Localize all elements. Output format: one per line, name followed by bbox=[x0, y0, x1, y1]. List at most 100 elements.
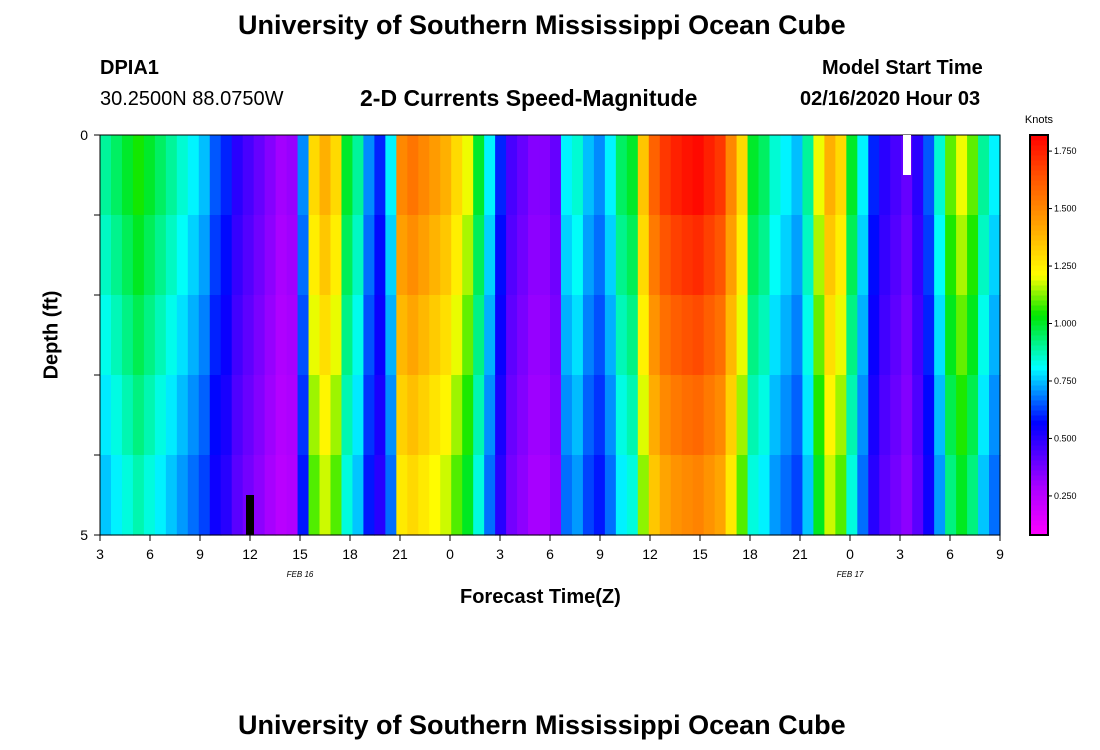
heatmap-cell bbox=[231, 215, 244, 296]
heatmap-cell bbox=[539, 135, 551, 216]
heatmap-cell bbox=[132, 375, 145, 456]
heatmap-cell bbox=[780, 295, 793, 376]
heatmap-cell bbox=[681, 215, 694, 296]
heatmap-cell bbox=[517, 375, 529, 456]
colorbar-swatch bbox=[1030, 225, 1048, 231]
heatmap-cell bbox=[286, 215, 299, 296]
heatmap-cell bbox=[209, 375, 222, 456]
heatmap-cell bbox=[143, 135, 156, 216]
heatmap-cell bbox=[187, 135, 200, 216]
heatmap-cell bbox=[857, 135, 869, 216]
heatmap-cell bbox=[286, 295, 299, 376]
heatmap-cell bbox=[802, 455, 815, 536]
heatmap-cell bbox=[604, 455, 617, 536]
heatmap-cell bbox=[308, 375, 321, 456]
colorbar-swatch bbox=[1030, 215, 1048, 221]
heatmap-cell bbox=[736, 455, 749, 536]
heatmap-cell bbox=[912, 295, 924, 376]
heatmap-cell bbox=[517, 295, 529, 376]
heatmap-cell bbox=[319, 295, 332, 376]
heatmap-cell bbox=[670, 135, 683, 216]
heatmap-cell bbox=[110, 375, 123, 456]
heatmap-cell bbox=[275, 215, 288, 296]
heatmap-cell bbox=[637, 135, 650, 216]
heatmap-cell bbox=[791, 135, 804, 216]
heatmap-cell bbox=[352, 375, 365, 456]
heatmap-cell bbox=[670, 295, 683, 376]
heatmap-cell bbox=[956, 295, 968, 376]
heatmap-cell bbox=[231, 455, 244, 536]
heatmap-cell bbox=[989, 375, 1001, 456]
colorbar-swatch bbox=[1030, 485, 1048, 491]
colorbar-frame bbox=[1029, 134, 1049, 536]
heatmap-cell bbox=[154, 215, 167, 296]
colorbar-swatch bbox=[1030, 430, 1048, 436]
heatmap-cell bbox=[352, 215, 365, 296]
heatmap-cell bbox=[681, 455, 694, 536]
heatmap-cell bbox=[945, 215, 957, 296]
heatmap-cell bbox=[725, 375, 738, 456]
heatmap-cell bbox=[462, 455, 474, 536]
heatmap-cell bbox=[319, 455, 332, 536]
heatmap-cell bbox=[341, 375, 354, 456]
heatmap-cell bbox=[659, 375, 672, 456]
colorbar-swatch bbox=[1030, 270, 1048, 276]
heatmap-cell bbox=[560, 295, 573, 376]
heatmap-cell bbox=[901, 375, 913, 456]
heatmap-cell bbox=[615, 455, 628, 536]
heatmap-cell bbox=[198, 375, 211, 456]
x-tick-label: 9 bbox=[996, 546, 1004, 562]
heatmap-cell bbox=[528, 375, 540, 456]
heatmap-cell bbox=[143, 215, 156, 296]
heatmap-cell bbox=[242, 215, 255, 296]
colorbar-swatch bbox=[1030, 455, 1048, 461]
heatmap-cell bbox=[978, 375, 990, 456]
heatmap-cell bbox=[681, 135, 694, 216]
heatmap-cell bbox=[604, 215, 617, 296]
heatmap-cell bbox=[396, 455, 408, 536]
x-tick-label: 3 bbox=[96, 546, 104, 562]
colorbar-swatch bbox=[1030, 145, 1048, 151]
colorbar-units-label: Knots bbox=[1025, 114, 1054, 126]
heatmap-cell bbox=[846, 215, 858, 296]
heatmap-cell bbox=[110, 455, 123, 536]
heatmap-cell bbox=[923, 215, 935, 296]
heatmap-cell bbox=[528, 215, 540, 296]
heatmap-cell bbox=[846, 295, 858, 376]
heatmap-cell bbox=[769, 375, 782, 456]
heatmap-cell bbox=[495, 295, 507, 376]
date-label: FEB 16 bbox=[287, 570, 314, 579]
heatmap-cell bbox=[209, 135, 222, 216]
heatmap-cell bbox=[637, 215, 650, 296]
heatmap-cell bbox=[637, 375, 650, 456]
heatmap-cell bbox=[550, 135, 562, 216]
heatmap-cell bbox=[374, 215, 386, 296]
heatmap-cell bbox=[758, 135, 771, 216]
colorbar-swatch bbox=[1030, 300, 1048, 306]
heatmap-cell bbox=[769, 295, 782, 376]
heatmap-cell bbox=[945, 295, 957, 376]
heatmap-cell bbox=[747, 215, 760, 296]
heatmap-cell bbox=[407, 375, 419, 456]
heatmap-cell bbox=[253, 135, 266, 216]
heatmap-cell bbox=[550, 455, 562, 536]
heatmap-cell bbox=[319, 375, 332, 456]
colorbar-swatch bbox=[1030, 210, 1048, 216]
heatmap-cell bbox=[879, 295, 891, 376]
heatmap-cell bbox=[143, 295, 156, 376]
colorbar-swatch bbox=[1030, 255, 1048, 261]
heatmap-cell bbox=[220, 295, 233, 376]
heatmap-cell bbox=[121, 295, 134, 376]
colorbar-swatch bbox=[1030, 495, 1048, 501]
heatmap-cell bbox=[451, 375, 463, 456]
heatmap-cell bbox=[363, 215, 375, 296]
heatmap-cell bbox=[143, 455, 156, 536]
x-tick-label: 6 bbox=[146, 546, 154, 562]
heatmap-cell bbox=[484, 215, 496, 296]
heatmap-cell bbox=[571, 375, 584, 456]
heatmap-cell bbox=[967, 295, 979, 376]
x-tick-label: 21 bbox=[792, 546, 808, 562]
colorbar-swatch bbox=[1030, 140, 1048, 146]
heatmap-cell bbox=[220, 135, 233, 216]
heatmap-cell bbox=[956, 455, 968, 536]
